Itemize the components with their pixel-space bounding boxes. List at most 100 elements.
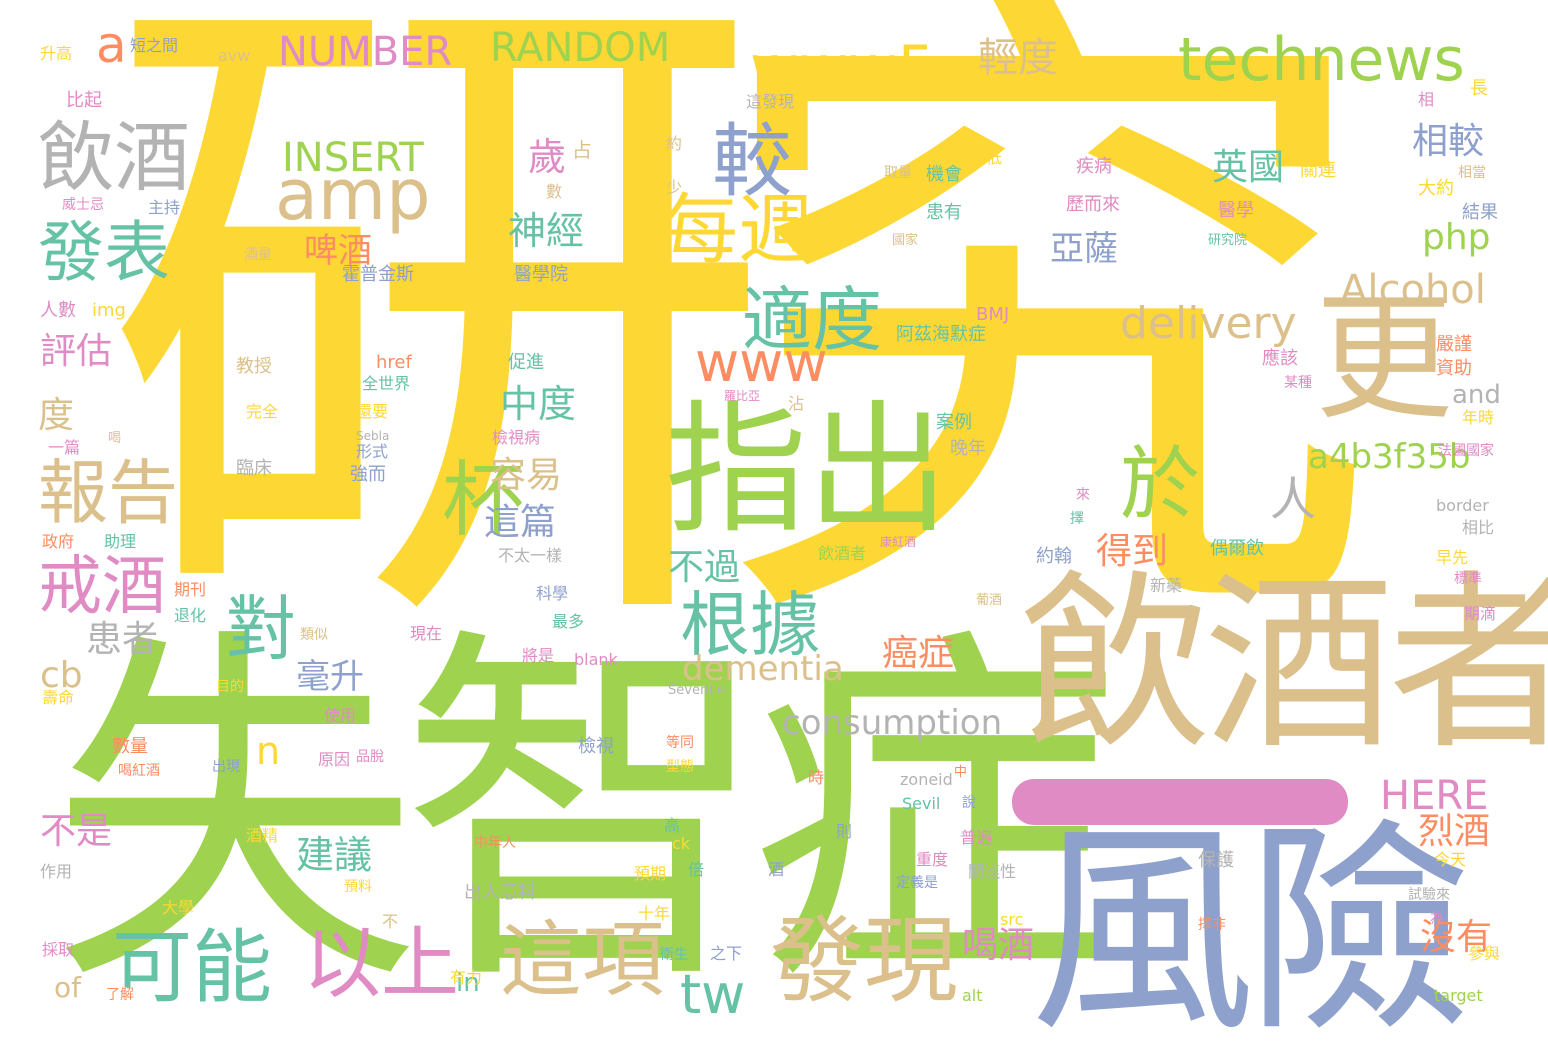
- word: 葡酒: [976, 593, 1003, 608]
- word: 倍: [688, 860, 705, 879]
- word: 有力: [450, 968, 483, 987]
- word: BMJ: [976, 304, 1010, 325]
- word: 發表: [38, 214, 170, 291]
- word: 患者: [86, 619, 159, 660]
- word: 大約: [1418, 178, 1454, 199]
- word: 時: [808, 768, 825, 787]
- word: 建議: [296, 833, 373, 877]
- word: 出現: [212, 759, 240, 775]
- word: 某種: [1284, 375, 1312, 391]
- word: 飲酒者: [1020, 554, 1548, 775]
- word: 不過: [668, 547, 741, 588]
- word: 結果: [1462, 202, 1498, 223]
- word: 約: [666, 134, 683, 153]
- word: 短之間: [130, 36, 179, 55]
- word: 主持: [148, 198, 181, 217]
- word: 歷而來: [1066, 194, 1120, 215]
- word: 強而: [350, 464, 386, 485]
- word: 完全: [246, 402, 279, 421]
- word: 相比: [1462, 518, 1495, 537]
- word: 烈酒: [1418, 811, 1491, 852]
- word: 之下: [710, 944, 743, 963]
- word: 酒: [768, 860, 785, 879]
- word: 臨床: [236, 458, 272, 479]
- word: 醫學院: [514, 264, 568, 285]
- word: 每週: [662, 185, 814, 274]
- word: and: [1452, 380, 1501, 410]
- word: 晚年: [950, 438, 986, 459]
- word: a4b3f35b: [1308, 437, 1471, 477]
- word: amp: [275, 154, 431, 236]
- word: 衛生: [660, 947, 688, 963]
- word: 約翰: [1036, 546, 1072, 567]
- word: Alcohol: [1340, 267, 1486, 313]
- word: 等同: [666, 735, 694, 751]
- word: target: [1434, 986, 1483, 1005]
- word: delivery: [1120, 298, 1297, 349]
- word: 毫升: [296, 657, 364, 697]
- word: 英國: [1212, 147, 1285, 188]
- word: 羅比亞: [724, 389, 761, 403]
- word: 採取: [42, 940, 75, 959]
- word: 這項: [500, 913, 665, 1008]
- word: 相當: [1458, 165, 1486, 181]
- word: 啤酒: [304, 231, 372, 271]
- word: 大學: [162, 898, 195, 917]
- word: 嚴謹: [1436, 334, 1472, 355]
- word: Yasar: [932, 458, 980, 479]
- word: 不: [382, 912, 399, 931]
- word: 這發現: [746, 92, 795, 111]
- word: 研究院: [1208, 233, 1248, 248]
- word: 重度: [916, 850, 949, 869]
- word: Sevil: [902, 794, 941, 813]
- word: 霍普金斯: [342, 264, 414, 285]
- word: 輕度: [978, 35, 1058, 81]
- word: blank: [574, 650, 618, 669]
- word: 酒量: [244, 247, 272, 263]
- word: tw: [680, 963, 746, 1026]
- word: 更: [1315, 278, 1454, 439]
- word: 了解: [106, 987, 134, 1003]
- word: 占: [572, 138, 592, 162]
- word: of: [54, 971, 81, 1004]
- word: 沾: [788, 394, 805, 413]
- word: 患有: [926, 202, 962, 223]
- word: 沒有: [1420, 917, 1493, 958]
- word: 現在: [410, 624, 443, 643]
- word: 最多: [552, 612, 585, 631]
- word: 期滴: [1464, 604, 1497, 623]
- word: 退化: [174, 606, 207, 625]
- word: consumption: [782, 703, 1003, 743]
- word: avw: [218, 46, 251, 65]
- word: 型態: [666, 759, 694, 775]
- word: 關連性: [968, 862, 1017, 881]
- word: 對: [226, 588, 296, 670]
- word: src: [1000, 910, 1024, 929]
- word: 根據: [680, 584, 820, 666]
- word: 保護: [1198, 850, 1234, 871]
- word: 相較: [1412, 121, 1485, 162]
- word: 喝: [108, 431, 122, 446]
- word: 度: [38, 395, 75, 436]
- word: 國家: [892, 233, 919, 248]
- word: 十年: [638, 904, 671, 923]
- word: 以上: [303, 919, 460, 1009]
- word: 於: [1120, 438, 1200, 531]
- word: 中: [954, 765, 968, 780]
- word: 得到: [1096, 531, 1169, 572]
- word: 科學: [536, 584, 569, 603]
- word: 亞薩: [1050, 229, 1118, 269]
- word: Severine: [668, 683, 726, 698]
- word: 飲酒者: [818, 544, 867, 563]
- word: 戒酒: [38, 550, 166, 624]
- word: 一篇: [48, 438, 81, 457]
- word: 早先: [1436, 548, 1469, 567]
- word: 不太一樣: [498, 546, 563, 565]
- word: 案例: [936, 412, 972, 433]
- word: zoneid: [900, 770, 953, 789]
- word: 促進: [508, 352, 544, 373]
- word: 助理: [104, 532, 137, 551]
- word: cb: [40, 655, 83, 696]
- word: 普遍: [960, 828, 993, 847]
- word: technews: [1178, 25, 1465, 95]
